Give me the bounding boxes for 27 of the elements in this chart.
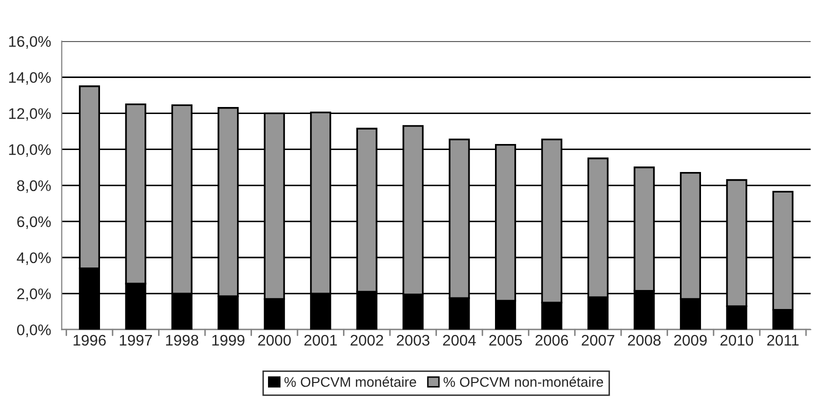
x-tick-label: 2001 (304, 334, 337, 346)
y-tick-label: 2,0% (17, 288, 51, 302)
legend-label: % OPCVM monétaire (284, 376, 416, 387)
y-tick-label: 6,0% (17, 216, 51, 229)
x-tick-label: 2002 (350, 334, 384, 346)
x-tick-label: 2007 (582, 334, 614, 346)
x-tick-label: 1996 (74, 334, 106, 346)
x-tick-label: 1999 (212, 334, 244, 346)
x-tick-label: 2011 (767, 334, 799, 346)
y-tick-label: 8,0% (17, 180, 51, 193)
y-tick-label: 4,0% (16, 252, 51, 265)
y-tick-label: 16,0% (9, 36, 51, 49)
x-tick-label: 2009 (674, 334, 707, 346)
y-tick-label: 12,0% (9, 108, 51, 121)
x-tick-label: 1998 (166, 334, 198, 346)
x-tick-label: 1997 (120, 334, 152, 346)
x-tick-label: 2006 (536, 334, 568, 346)
x-tick-label: 2003 (396, 334, 430, 346)
x-tick-label: 2008 (628, 334, 661, 346)
x-tick-label: 2004 (443, 334, 476, 346)
x-tick-label: 2010 (720, 334, 754, 346)
x-tick-label: 2005 (489, 334, 522, 346)
y-tick-label: 0,0% (17, 324, 51, 338)
y-tick-label: 10,0% (9, 144, 51, 157)
legend-label: % OPCVM non-monétaire (444, 376, 604, 387)
x-tick-label: 2000 (258, 334, 291, 346)
y-tick-label: 14,0% (9, 72, 51, 85)
